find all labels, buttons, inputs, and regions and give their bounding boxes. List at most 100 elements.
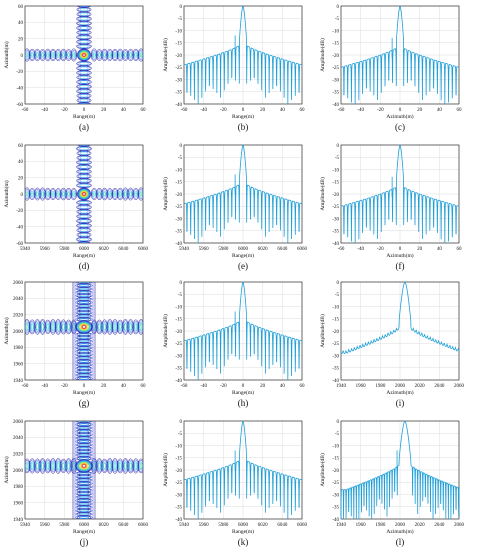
x-axis-label: Range(m) [73,113,95,120]
contour-lobe [77,160,91,165]
contour-lobe [128,51,133,59]
contour-lobe [79,170,89,174]
contour-mainlobe [80,190,88,198]
contour-lobe [79,179,89,183]
contour-lobe [77,169,91,174]
contour-lobe [67,323,70,331]
contour-lobe [76,336,92,340]
contour-lobe [78,479,90,482]
x-tick-label: 6060 [138,523,149,528]
contour-lobe [75,376,93,380]
axes-frame [340,281,460,381]
contour-lobe [79,12,89,16]
y-tick-label: 2060 [13,420,24,425]
contour-lobe [78,499,90,502]
contour-lobe [79,138,88,141]
y-tick-label: -20 [332,330,339,335]
x-tick-label: 0 [242,108,245,113]
y-tick-label: -35 [175,367,182,372]
contour-lobe [124,323,127,331]
x-tick-label: 2060 [454,523,465,528]
x-tick-label: 2000 [395,384,406,389]
contour-lobe [46,462,49,470]
contour-lobe [76,353,92,357]
contour-lobe [77,237,91,242]
profile-line [183,144,303,244]
x-tick-label: -40 [41,108,48,113]
contour-mainlobe [78,461,90,471]
x-tick-label: 6000 [79,247,90,252]
contour-lobe [76,294,92,298]
contour-lobe [128,322,133,332]
contour-lobe [41,191,44,197]
contour-lobe [76,413,92,417]
contour-mainlobe [78,322,90,332]
y-tick-label: 1960 [13,501,24,506]
contour-lobe [80,103,88,104]
contour-lobe [77,274,91,277]
contour-lobe [78,301,90,304]
contour-mainlobe [76,459,92,472]
contour-lobe [76,132,91,137]
contour-lobe [78,340,90,343]
contour-lobe [14,189,19,198]
contour-lobe [40,52,45,58]
y-tick-label: -40 [16,225,23,230]
contour-lobe [77,416,91,419]
x-tick-label: -20 [220,108,227,113]
contour-lobe [79,228,89,232]
y-axis-label: Amplitude(dB) [319,453,326,487]
chart-panel-j: 5940 5960 5980 6000 6020 6040 6060 2060 2040 2020… [3,410,149,547]
contour-lobe [150,52,153,57]
contour-mainlobe [81,464,87,468]
contour-lobe [76,485,92,489]
y-tick-label: -35 [332,230,339,235]
contour-lobe [77,178,91,183]
contour-lobe [79,165,89,169]
x-tick-label: 6020 [258,247,269,252]
contour-lobe [78,506,90,509]
contour-lobe [79,98,89,102]
y-tick-label: -35 [332,506,339,511]
contour-lobe [25,322,29,332]
y-tick-label: -40 [175,103,182,108]
contour-lobe [77,410,91,413]
contour-lobe [139,461,143,471]
contour-lobe [77,164,91,170]
contour-lobe [25,51,29,59]
contour-lobe [76,453,92,457]
contour-lobe [76,349,92,353]
contour-lobe [77,155,91,160]
x-tick-label: 20 [260,384,266,389]
contour-lobe [72,52,75,58]
contour-lobe [25,458,31,474]
contour-lobe [78,343,90,346]
x-tick-label: 6040 [277,523,288,528]
x-tick-label: 6040 [118,247,129,252]
y-tick-label: 1960 [13,362,24,367]
contour-lobe [92,51,97,59]
y-tick-label: -40 [16,86,23,91]
y-tick-label: 0 [180,144,183,149]
y-tick-label: -40 [332,518,339,523]
contour-lobe [76,512,92,516]
x-tick-label: -60 [22,108,29,113]
y-tick-label: -5 [335,432,340,437]
contour-lobe [123,461,128,471]
contour-lobe [25,52,29,58]
x-tick-label: -40 [200,384,207,389]
contour-lobe [77,205,91,210]
y-tick-label: -10 [175,29,182,34]
contour-lobe [40,321,45,332]
profile-line [183,281,303,381]
contour-lobe [77,6,91,8]
contour-lobe [139,51,143,59]
contour-lobe [35,322,40,332]
contour-mainlobe [80,324,88,330]
contour-lobe [79,381,89,382]
x-tick-label: -40 [200,108,207,113]
contour-lobe [102,322,107,332]
panel-label: (c) [395,122,405,132]
x-tick-label: 60 [457,247,463,252]
contour-lobe [61,190,66,198]
